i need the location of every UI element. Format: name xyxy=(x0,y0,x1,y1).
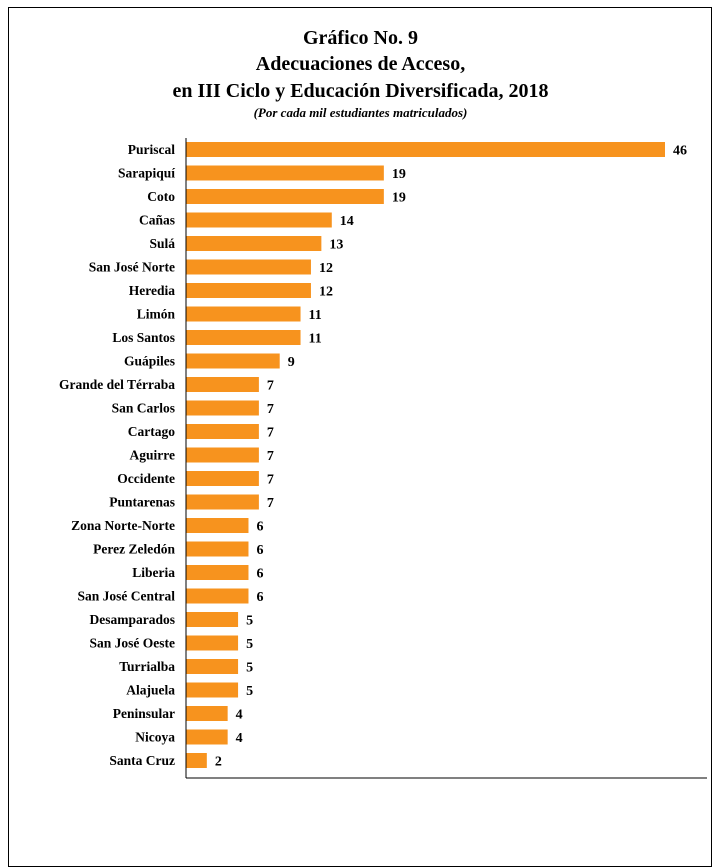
bar xyxy=(186,236,322,251)
bar xyxy=(186,753,207,768)
chart-subtitle: (Por cada mil estudiantes matriculados) xyxy=(253,105,468,120)
category-label: Sulá xyxy=(149,236,175,251)
data-label: 6 xyxy=(256,567,263,582)
bar xyxy=(186,706,228,721)
bar xyxy=(186,306,301,322)
category-label: Alajuela xyxy=(126,683,175,698)
category-label: Perez Zeledón xyxy=(93,542,175,557)
bar xyxy=(186,471,259,486)
category-label: Limón xyxy=(137,307,176,322)
data-label: 14 xyxy=(340,214,354,229)
category-label: Heredia xyxy=(129,283,175,298)
category-label: Cañas xyxy=(139,213,175,228)
category-label: Guápiles xyxy=(124,354,175,369)
data-label: 19 xyxy=(392,167,406,182)
category-label: Peninsular xyxy=(113,706,175,721)
category-label: Zona Norte-Norte xyxy=(71,518,175,533)
category-label: Nicoya xyxy=(135,730,175,745)
category-label: Aguirre xyxy=(130,448,176,463)
category-label: Cartago xyxy=(128,424,175,439)
category-label: San José Oeste xyxy=(90,636,176,651)
category-label: San Carlos xyxy=(112,401,175,416)
bar xyxy=(186,494,259,510)
bar xyxy=(186,330,301,345)
data-label: 7 xyxy=(267,426,274,441)
chart-title-line-3: en III Ciclo y Educación Diversificada, … xyxy=(172,80,549,102)
data-label: 11 xyxy=(309,332,322,347)
data-label: 7 xyxy=(267,449,274,464)
data-label: 7 xyxy=(267,473,274,488)
category-label: Los Santos xyxy=(112,330,175,345)
data-label: 4 xyxy=(236,731,243,746)
data-label: 9 xyxy=(288,355,295,370)
bar xyxy=(186,353,280,369)
data-label: 6 xyxy=(256,590,263,605)
data-label: 7 xyxy=(267,402,274,417)
data-label: 46 xyxy=(673,144,687,159)
data-label: 7 xyxy=(267,379,274,394)
bar xyxy=(186,447,259,463)
category-label: Grande del Térraba xyxy=(59,377,175,392)
data-label: 6 xyxy=(256,520,263,535)
bar xyxy=(186,682,239,698)
bar xyxy=(186,588,249,604)
category-label: Coto xyxy=(147,189,175,204)
bar xyxy=(186,612,239,627)
data-label: 12 xyxy=(319,285,333,300)
data-label: 7 xyxy=(267,496,274,511)
data-label: 12 xyxy=(319,261,333,276)
category-label: Santa Cruz xyxy=(109,753,175,768)
bar xyxy=(186,259,311,275)
chart-title-line-2: Adecuaciones de Acceso, xyxy=(255,53,466,75)
bar xyxy=(186,424,259,439)
data-label: 19 xyxy=(392,191,406,206)
bar xyxy=(186,635,239,651)
category-label: Sarapiquí xyxy=(118,166,175,181)
bar xyxy=(186,212,332,228)
category-label: Turrialba xyxy=(119,659,175,674)
bar xyxy=(186,283,311,298)
category-label: Occidente xyxy=(117,471,175,486)
data-label: 11 xyxy=(309,308,322,323)
bar xyxy=(186,518,249,533)
bar xyxy=(186,377,259,392)
category-label: San José Central xyxy=(78,589,176,604)
bar xyxy=(186,565,249,580)
bar xyxy=(186,659,239,674)
data-label: 5 xyxy=(246,614,253,629)
category-label: Puriscal xyxy=(128,142,175,157)
category-label: Desamparados xyxy=(89,612,175,627)
data-label: 6 xyxy=(256,543,263,558)
bar xyxy=(186,400,259,416)
data-label: 13 xyxy=(329,238,343,253)
category-label: San José Norte xyxy=(89,260,175,275)
bar xyxy=(186,142,665,157)
bar xyxy=(186,165,384,181)
data-label: 5 xyxy=(246,661,253,676)
data-label: 5 xyxy=(246,637,253,652)
bar xyxy=(186,541,249,557)
category-label: Liberia xyxy=(132,565,175,580)
chart-title-line-1: Gráfico No. 9 xyxy=(303,27,418,49)
data-label: 4 xyxy=(236,708,243,723)
data-label: 5 xyxy=(246,684,253,699)
bar xyxy=(186,189,384,204)
bar xyxy=(186,729,228,745)
category-label: Puntarenas xyxy=(109,495,175,510)
data-label: 2 xyxy=(215,755,222,770)
